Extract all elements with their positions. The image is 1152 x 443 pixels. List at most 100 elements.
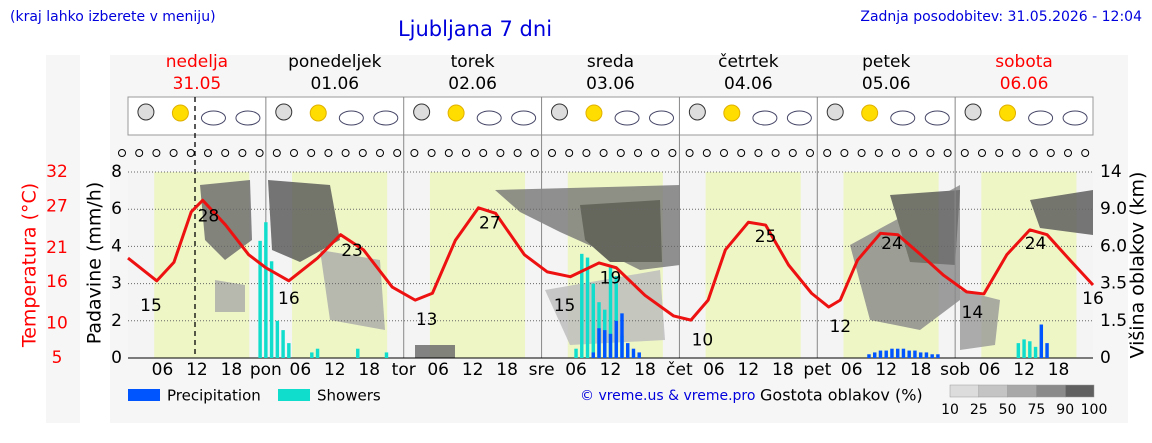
y-tick-label: 2	[111, 311, 122, 331]
wind-calm	[943, 149, 952, 157]
day-name: ponedeljek	[288, 52, 382, 72]
precip-bar	[873, 352, 877, 358]
wind-calm	[892, 149, 900, 157]
cloud-icon	[200, 110, 226, 126]
day-name: sreda	[587, 52, 634, 72]
precip-bar	[608, 265, 613, 358]
cloud-area	[1030, 190, 1093, 235]
cloud-area	[215, 280, 245, 312]
cloud-icon	[649, 110, 675, 126]
x-tick-label: 12	[462, 360, 484, 380]
wind-calm	[806, 149, 814, 157]
sun-icon	[723, 104, 741, 122]
y-tick-label: 4	[111, 236, 122, 256]
sun-icon	[999, 104, 1017, 122]
wind-calm	[548, 149, 556, 157]
cloud-icon	[1062, 110, 1088, 126]
wind-calm	[960, 149, 969, 157]
wind-calm	[754, 149, 763, 157]
legend-label: Showers	[317, 387, 381, 405]
precip-bar	[1045, 343, 1049, 358]
cloud-icon	[1028, 110, 1054, 126]
cloud-swatch	[978, 384, 1008, 398]
precip-bar	[1022, 339, 1026, 358]
cloud-legend-level: 25	[970, 402, 988, 418]
cloud-swatch	[1007, 384, 1037, 398]
wind-calm	[565, 149, 574, 157]
temperature-line	[127, 198, 1095, 322]
day-date: 06.06	[1000, 74, 1049, 94]
wind-calm	[496, 149, 505, 157]
x-tick-label: 18	[496, 360, 518, 380]
wind-calm	[720, 149, 728, 157]
day-name: nedelja	[166, 52, 228, 72]
wind-calm	[1064, 149, 1072, 157]
y2-tick-label: 0	[1100, 348, 1111, 368]
precip-bar	[867, 354, 871, 358]
day-name: torek	[451, 52, 495, 72]
temp-label: 16	[1082, 289, 1104, 309]
precip-bar	[310, 352, 314, 358]
precip-bar	[281, 330, 285, 358]
temp-label: 23	[341, 241, 363, 261]
wind-calm	[393, 149, 402, 157]
precip-bar	[1016, 343, 1021, 358]
cloud-legend-level: 90	[1056, 402, 1074, 418]
precip-bar	[585, 257, 590, 358]
temp-label: 19	[600, 269, 622, 289]
cloud-area	[320, 250, 385, 330]
x-tick-label: 12	[324, 360, 346, 380]
precip-bar	[620, 313, 624, 358]
x-tick-label: 18	[1048, 360, 1070, 380]
y-axis-title: Padavine (mm/h)	[84, 182, 106, 345]
wind-calm	[1046, 149, 1055, 157]
credit: © vreme.us & vreme.pro	[580, 388, 755, 404]
temp-tick-label: 10	[46, 314, 68, 334]
wind-calm	[307, 149, 316, 157]
cloud-legend-title: Gostota oblakov (%)	[760, 386, 923, 405]
x-tick-label: sre	[529, 360, 555, 380]
precip-bar	[264, 222, 268, 358]
y2-axis-title: Višina oblakov (km)	[1127, 172, 1149, 359]
wind-calm	[462, 149, 470, 157]
moon-icon	[826, 103, 844, 121]
cloud-legend-level: 50	[999, 402, 1017, 418]
wind-calm	[530, 149, 539, 157]
wind-calm	[1012, 149, 1021, 157]
wind-calm	[444, 149, 453, 157]
temp-label: 15	[140, 296, 162, 316]
temp-label: 10	[692, 331, 714, 351]
precip-bar	[614, 276, 618, 358]
note: (kraj lahko izberete v meniju)	[10, 9, 216, 25]
sun-icon	[447, 104, 465, 122]
precip-bar	[269, 261, 274, 358]
wind-calm	[599, 149, 608, 157]
wind-calm	[152, 149, 161, 157]
precip-bar	[895, 348, 900, 358]
x-tick-label: 06	[703, 360, 725, 380]
wind-calm	[668, 149, 677, 157]
x-tick-label: 06	[290, 360, 312, 380]
temp-label: 24	[1025, 234, 1047, 254]
day-date: 05.06	[862, 74, 911, 94]
moon-icon	[275, 103, 293, 121]
wind-calm	[1029, 149, 1038, 157]
cloud-icon	[476, 110, 502, 126]
left-panel	[46, 55, 80, 423]
wind-calm	[995, 149, 1004, 157]
cloud-area	[960, 290, 1000, 350]
wind-calm	[771, 149, 780, 157]
wind-calm	[823, 149, 832, 157]
x-tick-label: 12	[186, 360, 208, 380]
precip-bar	[597, 328, 601, 358]
y-tick-label: 3	[111, 274, 122, 294]
cloud-swatch	[1036, 384, 1066, 398]
wind-calm	[616, 149, 625, 157]
cloud-area	[545, 270, 665, 345]
x-tick-label: 06	[565, 360, 587, 380]
precip-bar	[591, 352, 595, 358]
cloud-icon	[614, 110, 640, 126]
day-date: 03.06	[586, 74, 635, 94]
precip-bar	[1028, 341, 1032, 358]
precip-bar	[890, 348, 894, 358]
